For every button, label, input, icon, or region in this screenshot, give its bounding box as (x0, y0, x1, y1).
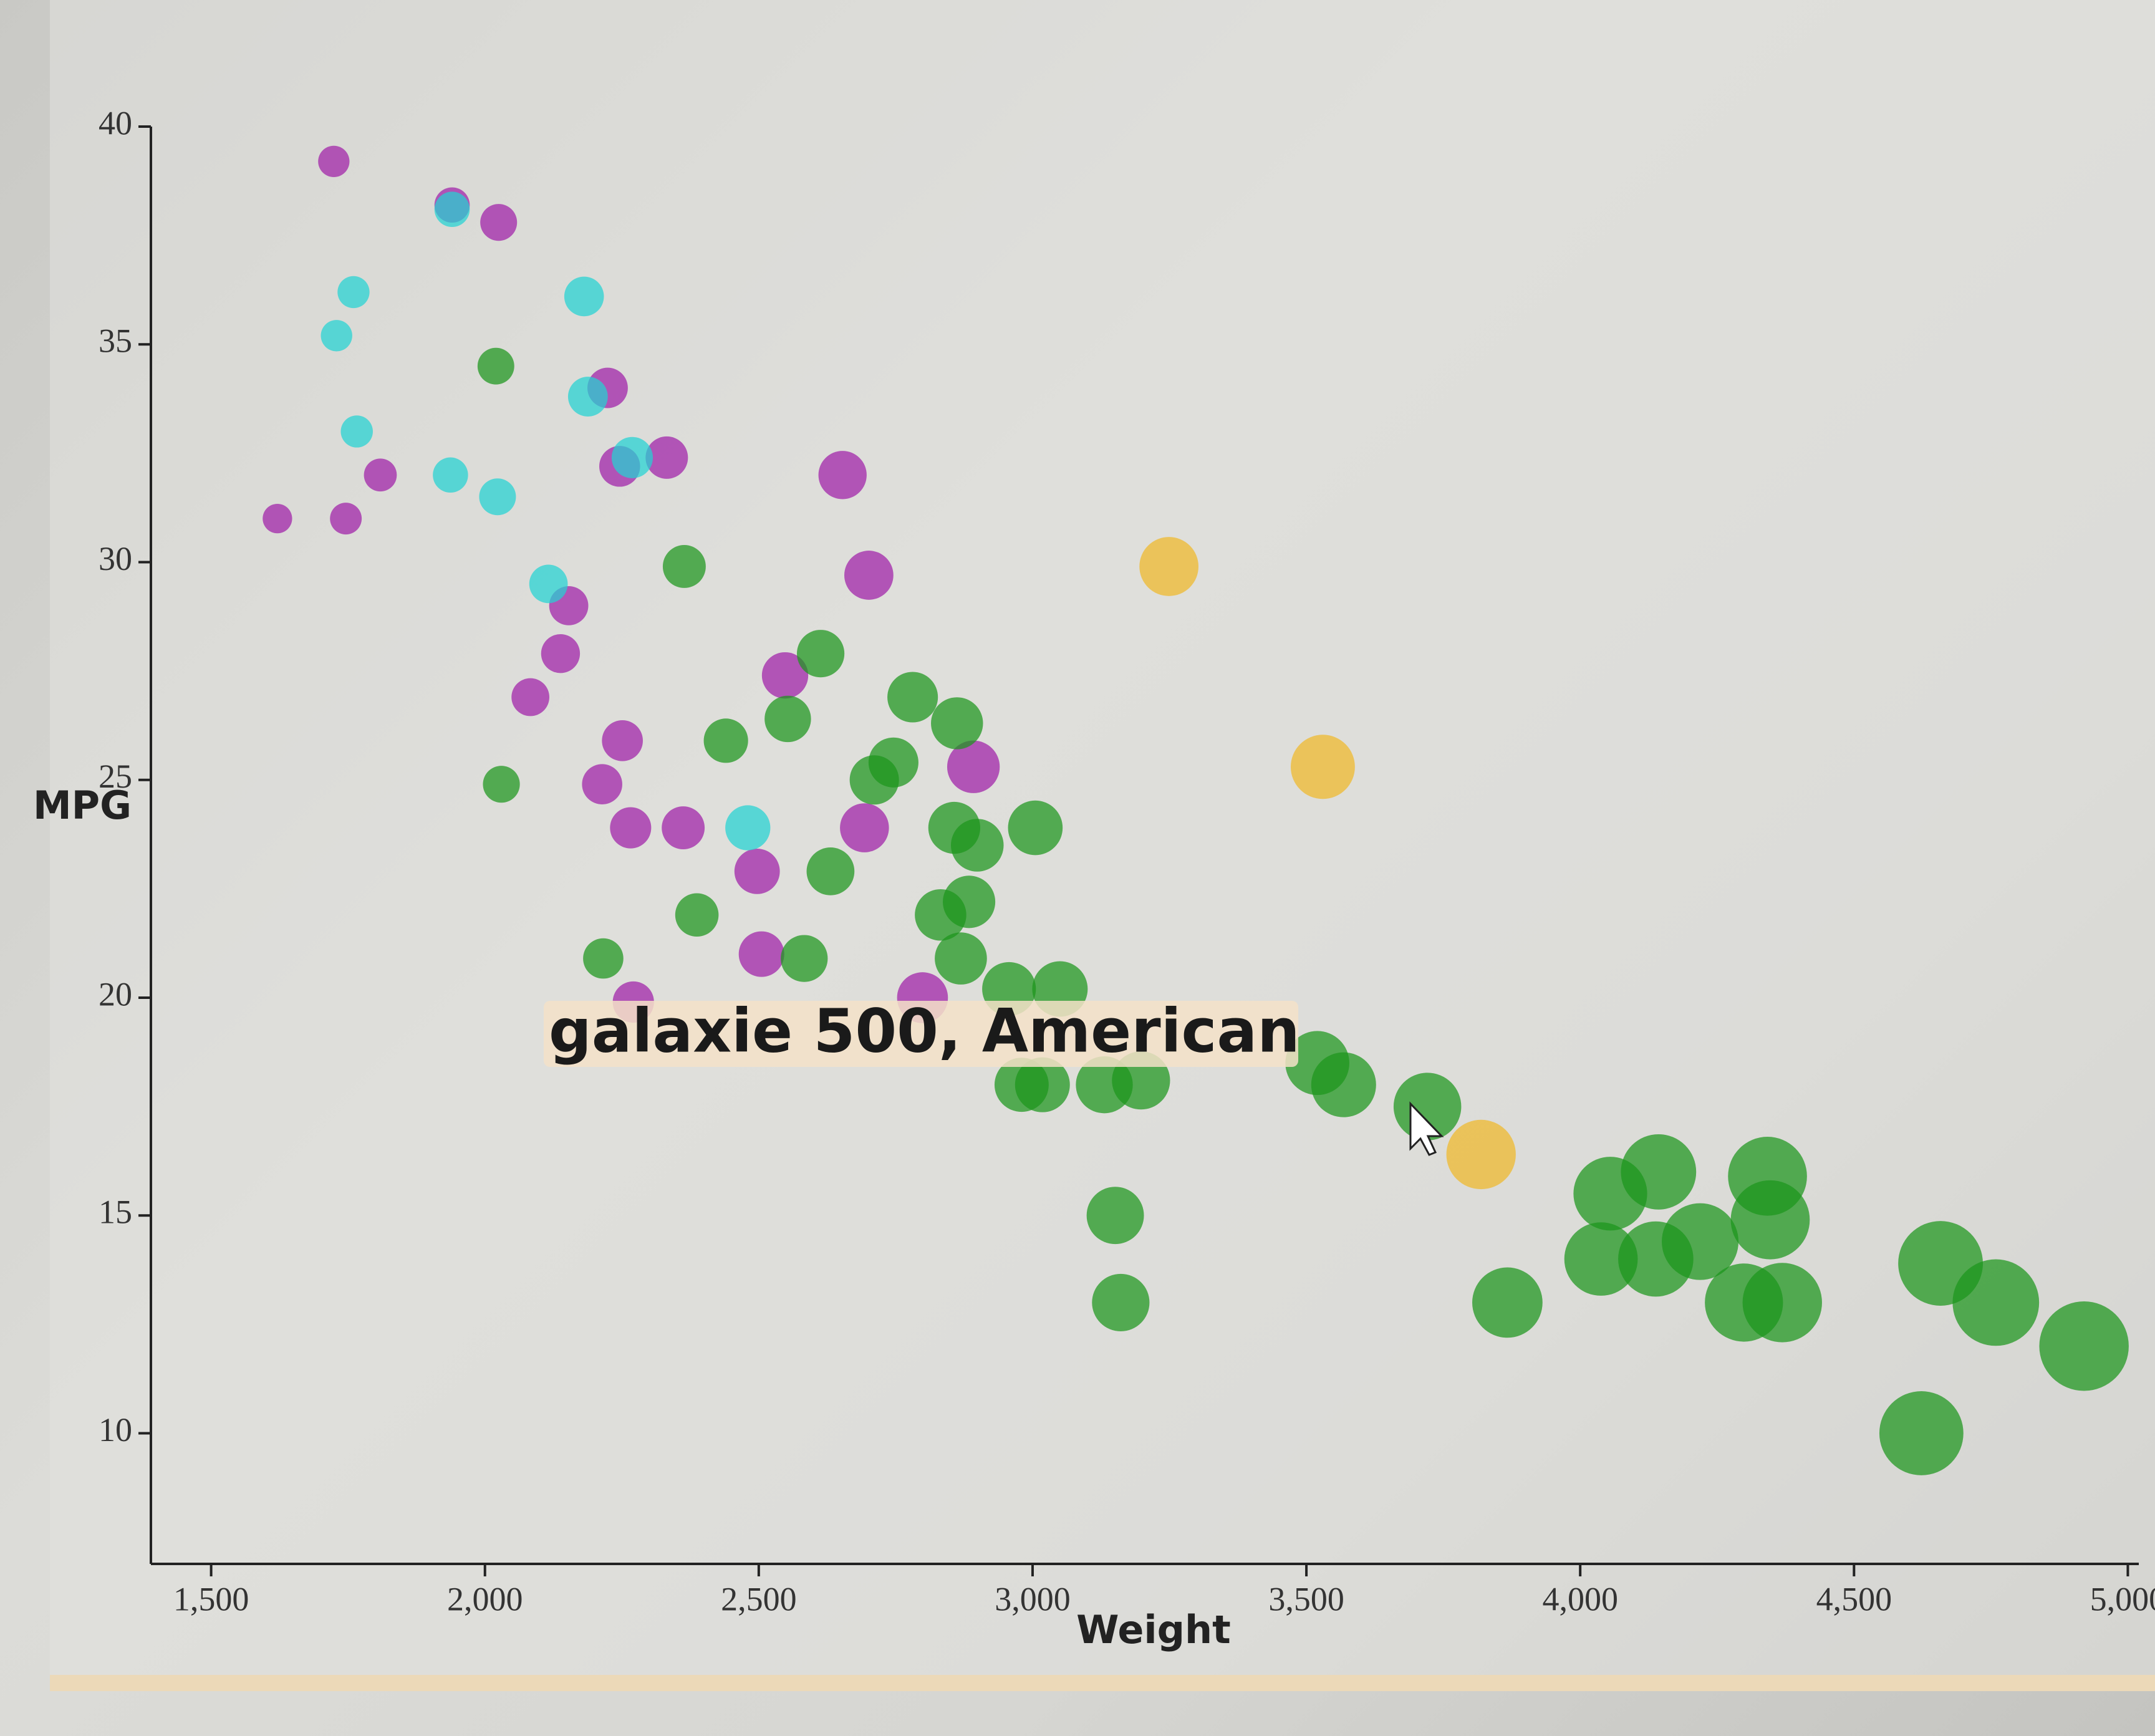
point (947, 740, 1000, 793)
point (725, 805, 771, 851)
point (887, 672, 938, 723)
point (434, 191, 470, 227)
point (610, 807, 652, 849)
point (734, 849, 780, 894)
tooltip-text: galaxie 500, American (549, 996, 1300, 1066)
point (541, 634, 581, 673)
point (1621, 1134, 1697, 1210)
x-tick-label: 5,000 (2090, 1580, 2155, 1618)
point (1952, 1259, 2040, 1346)
point (1139, 537, 1199, 596)
point (1092, 1273, 1150, 1331)
point (321, 320, 352, 352)
plot-area: 10 15 20 25 30 35 40 1,500 2,000 2,500 3,000 3,500 4… (99, 104, 2155, 1618)
y-tick-label: 20 (99, 975, 132, 1013)
point (583, 938, 624, 979)
x-tick-label: 3,000 (995, 1580, 1071, 1618)
point (645, 436, 688, 479)
y-tick-label: 30 (99, 540, 132, 577)
x-tick-label: 1,500 (173, 1580, 249, 1618)
y-tick-label: 25 (99, 758, 132, 795)
point (567, 377, 608, 417)
mouse-cursor (1409, 1101, 1444, 1156)
point (738, 931, 784, 977)
point (931, 697, 983, 750)
point (263, 504, 292, 534)
point (781, 935, 828, 982)
point (806, 847, 855, 895)
point (943, 875, 996, 928)
point (1662, 1203, 1739, 1280)
point (1311, 1052, 1376, 1117)
point (529, 564, 568, 604)
point (1879, 1391, 1964, 1475)
point (662, 545, 706, 588)
y-tick-label: 10 (99, 1411, 132, 1449)
point (602, 720, 643, 761)
point (703, 718, 748, 763)
point (675, 893, 719, 937)
tooltip: galaxie 500, American (544, 996, 1300, 1067)
point (433, 457, 468, 493)
point (935, 932, 987, 985)
point (1290, 735, 1355, 799)
point (1086, 1187, 1144, 1245)
x-tick-label: 4,000 (1542, 1580, 1618, 1618)
point (1472, 1267, 1543, 1338)
point (1446, 1119, 1516, 1190)
x-tick-label: 2,500 (721, 1580, 797, 1618)
x-tick-label: 2,000 (447, 1580, 523, 1618)
point (818, 451, 867, 499)
x-axis-title: Weight (1076, 1607, 1231, 1652)
x-tick-label: 3,500 (1268, 1580, 1344, 1618)
point (477, 347, 514, 385)
point (2039, 1301, 2129, 1391)
point (480, 204, 518, 241)
point (364, 458, 397, 492)
point (761, 652, 809, 699)
point (796, 630, 845, 678)
point (330, 503, 362, 535)
tooltip-box (544, 1001, 1298, 1067)
x-tick-label: 4,500 (1816, 1580, 1892, 1618)
point (582, 764, 622, 804)
point (844, 551, 894, 600)
point (1742, 1263, 1822, 1343)
point (479, 478, 516, 516)
screen-area (50, 0, 2155, 1677)
point (564, 276, 604, 317)
point (511, 678, 549, 716)
y-tick-label: 40 (99, 104, 132, 142)
point (840, 803, 889, 852)
point (950, 819, 1004, 872)
bottom-strip (50, 1675, 2155, 1691)
point (340, 415, 373, 448)
point (849, 755, 899, 805)
y-tick-label: 15 (99, 1194, 132, 1231)
point (318, 145, 350, 178)
point (611, 436, 653, 478)
point (1730, 1180, 1810, 1260)
point (764, 695, 811, 743)
point (483, 766, 520, 803)
point (1008, 800, 1063, 856)
y-axis-title: MPG (33, 783, 132, 828)
point (662, 806, 705, 849)
point (1564, 1222, 1638, 1296)
point (337, 276, 370, 309)
point (1015, 1057, 1070, 1112)
y-tick-label: 35 (99, 322, 132, 360)
